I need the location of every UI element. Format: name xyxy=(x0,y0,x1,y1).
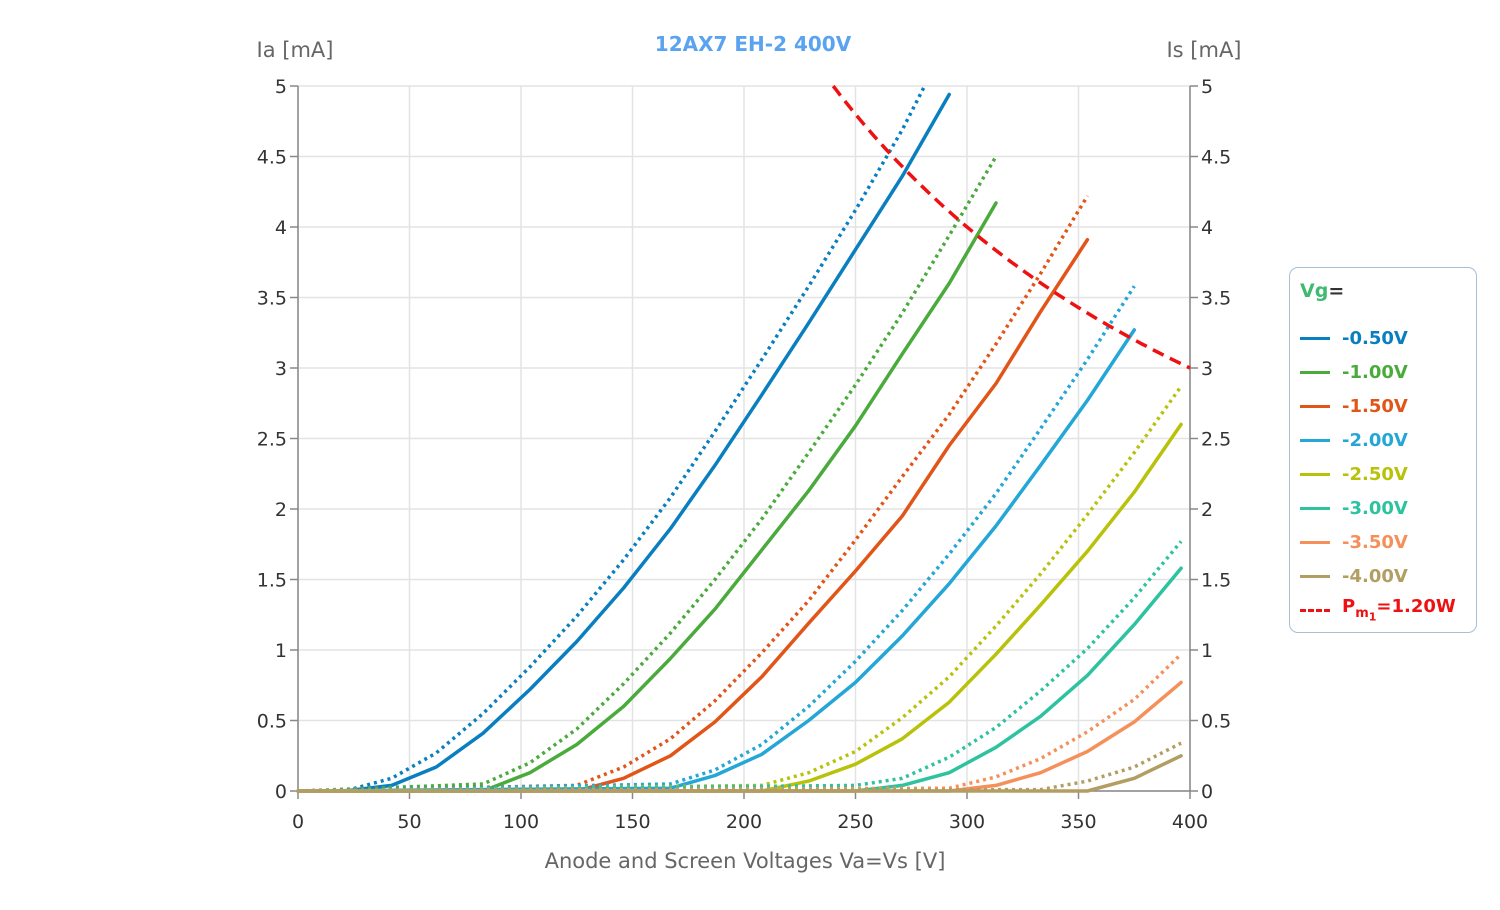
legend-swatch xyxy=(1300,336,1330,340)
legend-item[interactable]: -4.00V xyxy=(1300,563,1408,589)
y-right-tick-label: 0.5 xyxy=(1201,711,1231,733)
y-right-tick-label: 3.5 xyxy=(1201,288,1231,310)
legend-label: -0.50V xyxy=(1342,327,1408,349)
chart-title: 12AX7 EH-2 400V xyxy=(655,32,852,56)
x-tick-label: 300 xyxy=(949,811,985,833)
y-right-tick-label: 5 xyxy=(1201,76,1213,98)
x-axis-title: Anode and Screen Voltages Va=Vs [V] xyxy=(545,849,946,873)
y-right-tick-label: 2 xyxy=(1201,499,1213,521)
y-right-tick-label: 1 xyxy=(1201,640,1213,662)
y-axis-left-title: Ia [mA] xyxy=(257,38,334,62)
legend-label: -2.00V xyxy=(1342,429,1408,451)
x-tick-label: 250 xyxy=(837,811,873,833)
y-left-tick-label: 0.5 xyxy=(257,711,287,733)
y-left-tick-label: 2 xyxy=(275,499,287,521)
series-200V-anode-current-line xyxy=(296,328,1137,793)
legend: Vg= -0.50V -1.00V -1.50V -2.00V -2.50V -3.00V… xyxy=(1289,267,1477,633)
power-dissipation-curve xyxy=(831,84,1191,370)
legend-swatch xyxy=(1300,540,1330,544)
series-400V-screen-current-line xyxy=(297,741,1182,793)
x-tick-label: 0 xyxy=(292,811,304,833)
legend-label: -1.50V xyxy=(1342,395,1408,417)
y-left-tick-label: 4.5 xyxy=(257,147,287,169)
x-tick-label: 50 xyxy=(397,811,421,833)
legend-title-vg: Vg xyxy=(1300,280,1329,302)
y-left-tick-label: 4 xyxy=(275,217,287,239)
series-050V-anode-current-line xyxy=(296,92,951,793)
legend-label: -3.00V xyxy=(1342,497,1408,519)
y-right-tick-label: 0 xyxy=(1201,781,1213,803)
legend-item[interactable]: -1.50V xyxy=(1300,393,1408,419)
series-200V-screen-current-line xyxy=(297,285,1136,793)
y-left-tick-label: 5 xyxy=(275,76,287,98)
x-tick-label: 200 xyxy=(726,811,762,833)
legend-item[interactable]: -3.00V xyxy=(1300,495,1408,521)
series-150V-anode-current-line xyxy=(296,237,1090,793)
legend-swatch xyxy=(1300,472,1330,476)
legend-item[interactable]: -1.00V xyxy=(1300,359,1408,385)
legend-swatch xyxy=(1300,506,1330,510)
series-250V-anode-current-line xyxy=(296,422,1183,793)
series-100V-screen-current-line xyxy=(297,155,998,793)
y-left-tick-label: 0 xyxy=(275,781,287,803)
legend-item[interactable]: -2.00V xyxy=(1300,427,1408,453)
series-150V-screen-current-line xyxy=(297,195,1089,793)
series-250V-screen-current-line xyxy=(297,385,1183,793)
legend-label: -4.00V xyxy=(1342,565,1408,587)
legend-item-power[interactable]: Pm1=1.20W xyxy=(1300,596,1456,624)
legend-title-eq: = xyxy=(1328,280,1345,302)
y-right-tick-label: 1.5 xyxy=(1201,570,1231,592)
y-right-tick-label: 4 xyxy=(1201,217,1213,239)
y-right-tick-label: 2.5 xyxy=(1201,429,1231,451)
y-axis-right-title: Is [mA] xyxy=(1166,38,1241,62)
grid xyxy=(297,85,1191,792)
legend-label: -1.00V xyxy=(1342,361,1408,383)
legend-label: -3.50V xyxy=(1342,531,1408,553)
x-tick-label: 100 xyxy=(503,811,539,833)
legend-swatch xyxy=(1300,404,1330,408)
legend-label: -2.50V xyxy=(1342,463,1408,485)
series-400V-anode-current-line xyxy=(296,754,1183,793)
legend-swatch xyxy=(1300,370,1330,374)
series-050V-screen-current-line xyxy=(298,85,927,793)
y-left-tick-label: 1 xyxy=(275,640,287,662)
legend-item[interactable]: -3.50V xyxy=(1300,529,1408,555)
legend-label-power: Pm1=1.20W xyxy=(1342,596,1456,624)
y-left-tick-label: 1.5 xyxy=(257,570,287,592)
x-tick-label: 150 xyxy=(614,811,650,833)
series-group xyxy=(296,84,1191,793)
y-left-tick-label: 3.5 xyxy=(257,288,287,310)
y-right-tick-label: 4.5 xyxy=(1201,147,1231,169)
legend-item[interactable]: -0.50V xyxy=(1300,325,1408,351)
legend-title: Vg= xyxy=(1300,280,1344,302)
x-tick-label: 400 xyxy=(1172,811,1208,833)
legend-item[interactable]: -2.50V xyxy=(1300,461,1408,487)
series-100V-anode-current-line xyxy=(296,201,998,793)
y-left-tick-label: 3 xyxy=(275,358,287,380)
y-left-tick-label: 2.5 xyxy=(257,429,287,451)
legend-swatch xyxy=(1300,574,1330,578)
y-right-tick-label: 3 xyxy=(1201,358,1213,380)
x-tick-label: 350 xyxy=(1060,811,1096,833)
legend-swatch-power xyxy=(1300,608,1330,612)
legend-swatch xyxy=(1300,438,1330,442)
series-300V-anode-current-line xyxy=(296,566,1183,793)
